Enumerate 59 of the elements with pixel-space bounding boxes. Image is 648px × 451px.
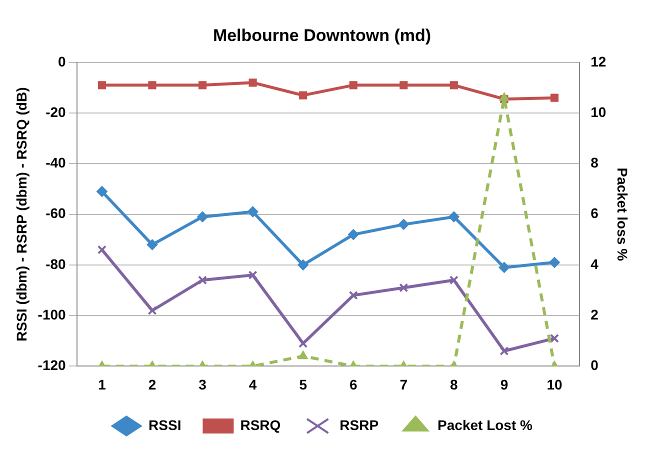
y-axis-title: RSSI (dbm) - RSRP (dbm) - RSRQ (dB) — [13, 87, 30, 342]
point — [550, 94, 559, 102]
point — [247, 206, 258, 218]
point — [400, 81, 408, 90]
point — [299, 91, 308, 100]
point — [449, 276, 458, 285]
y-tick-label: -100 — [38, 306, 66, 322]
point — [448, 211, 460, 222]
point — [348, 290, 358, 300]
y2-tick-label: 6 — [590, 205, 599, 222]
point — [248, 78, 257, 87]
point — [550, 334, 560, 343]
point — [399, 283, 408, 292]
point — [248, 270, 258, 280]
x-tick-label: 4 — [248, 376, 257, 392]
point — [96, 186, 108, 198]
point — [349, 81, 358, 90]
y2-axis-title: Packet loss % — [614, 168, 631, 262]
point — [398, 218, 410, 230]
y-tick-label: -120 — [38, 357, 66, 374]
point — [198, 276, 208, 285]
y2-tick-label: 8 — [590, 154, 599, 171]
y-tick-label: -60 — [46, 205, 66, 222]
point — [548, 256, 560, 268]
y2-tick-label: 0 — [590, 357, 599, 374]
point — [148, 81, 156, 90]
point — [146, 239, 158, 250]
legend-label: RSRQ — [240, 416, 281, 433]
chart-title: Melbourne Downtown (md) — [212, 26, 432, 45]
y-tick-label: -80 — [46, 256, 66, 272]
x-tick-label: 9 — [500, 376, 508, 392]
y2-tick-label: 12 — [590, 53, 606, 70]
point — [498, 262, 510, 273]
y2-tick-label: 10 — [590, 104, 606, 120]
legend-label: Packet Lost % — [438, 416, 534, 433]
y2-tick-label: 4 — [590, 256, 599, 272]
legend-label: RSSI — [148, 416, 182, 433]
x-tick-label: 7 — [400, 376, 408, 392]
point — [148, 306, 157, 316]
x-tick-label: 8 — [450, 376, 458, 392]
x-tick-label: 3 — [198, 376, 207, 392]
x-tick-label: 2 — [148, 376, 156, 392]
x-tick-label: 1 — [98, 376, 106, 392]
point — [348, 229, 359, 240]
point — [98, 81, 106, 90]
y-tick-label: -40 — [46, 154, 66, 171]
x-tick-label: 10 — [546, 376, 562, 392]
x-tick-label: 6 — [349, 376, 358, 392]
legend-label: RSRP — [340, 416, 379, 433]
x-tick-label: 5 — [299, 376, 308, 392]
y-tick-label: -20 — [46, 104, 66, 120]
y-tick-label: 0 — [58, 53, 66, 70]
point — [197, 211, 208, 222]
point — [450, 81, 458, 90]
point — [500, 346, 509, 356]
point — [198, 81, 207, 90]
point — [97, 245, 106, 254]
point — [298, 259, 309, 270]
y2-tick-label: 2 — [590, 306, 599, 322]
